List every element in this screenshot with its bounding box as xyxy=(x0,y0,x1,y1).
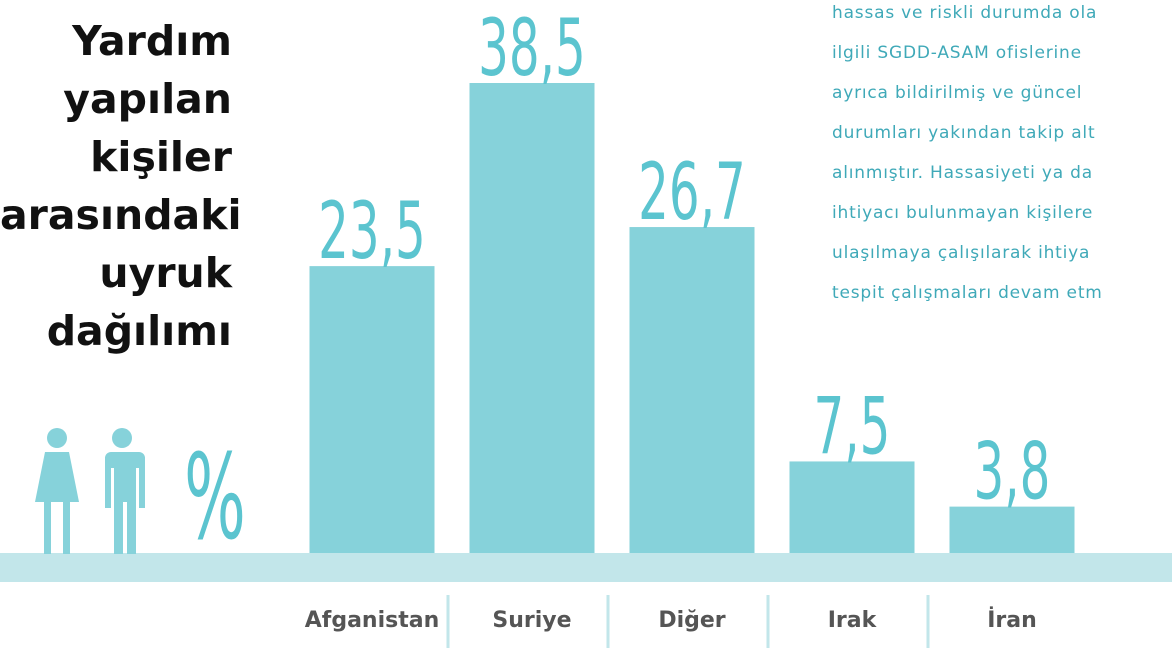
note-line: hassas ve riskli durumda ola xyxy=(832,3,1097,23)
unit-symbol: % xyxy=(184,430,246,566)
chart-title: Yardım yapılan kişiler arasındaki uyruk … xyxy=(0,17,242,355)
value-label: 7,5 xyxy=(814,383,891,473)
note-line: durumları yakından takip alt xyxy=(832,123,1095,143)
category-label: Diğer xyxy=(658,608,725,633)
base-strip xyxy=(0,553,1172,582)
value-label: 23,5 xyxy=(318,187,426,277)
bar xyxy=(309,266,435,553)
note-line: ayrıca bildirilmiş ve güncel xyxy=(832,83,1082,103)
bar xyxy=(469,83,595,553)
note-line: tespit çalışmaları devam etm xyxy=(832,283,1103,303)
note-line: ulaşılmaya çalışılarak ihtiya xyxy=(832,243,1090,263)
value-label: 26,7 xyxy=(638,148,746,238)
category-label: İran xyxy=(987,607,1037,633)
category-label: Irak xyxy=(828,608,878,633)
note-line: ihtiyacı bulunmayan kişilere xyxy=(832,203,1093,223)
note-line: ilgili SGDD-ASAM ofislerine xyxy=(832,43,1082,63)
people-icons xyxy=(35,428,145,554)
bar xyxy=(629,227,755,553)
note-line: alınmıştır. Hassasiyeti ya da xyxy=(832,163,1093,183)
category-label: Afganistan xyxy=(305,608,440,633)
value-label: 38,5 xyxy=(478,4,586,94)
bar xyxy=(789,461,915,553)
bar xyxy=(949,506,1075,553)
value-label: 3,8 xyxy=(974,428,1051,518)
category-label: Suriye xyxy=(492,608,571,633)
